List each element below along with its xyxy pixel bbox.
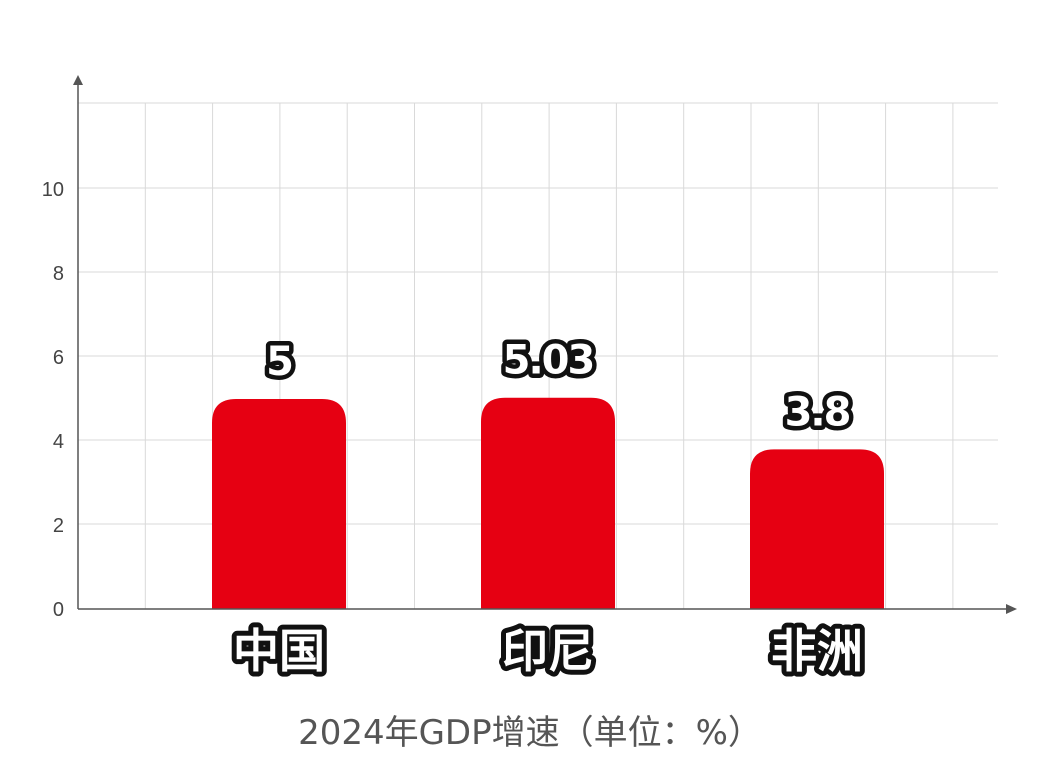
y-tick-label: 10 xyxy=(42,179,64,201)
data-label: 3.8 xyxy=(785,389,850,435)
category-label: 非洲 xyxy=(771,624,863,678)
bar xyxy=(750,449,884,609)
y-tick-label: 4 xyxy=(53,431,64,453)
data-label: 5 xyxy=(266,339,292,385)
y-tick-label: 0 xyxy=(53,599,64,621)
bars xyxy=(212,397,884,609)
category-label: 中国 xyxy=(233,624,325,678)
category-label: 印尼 xyxy=(502,624,594,678)
category-labels: 中国 印尼 非洲 xyxy=(228,619,868,683)
data-label: 5.03 xyxy=(503,338,594,384)
chart-title: 2024年GDP增速（单位：%） xyxy=(298,713,762,753)
y-tick-label: 6 xyxy=(53,347,64,369)
y-tick-label: 8 xyxy=(53,263,64,285)
y-tick-label: 2 xyxy=(53,515,64,537)
bar xyxy=(481,397,615,609)
x-axis-arrow xyxy=(1006,604,1017,614)
axes xyxy=(73,75,1017,614)
y-axis-arrow xyxy=(73,75,83,85)
bar xyxy=(212,399,346,609)
y-ticks: 0 2 4 6 8 10 xyxy=(42,179,64,621)
